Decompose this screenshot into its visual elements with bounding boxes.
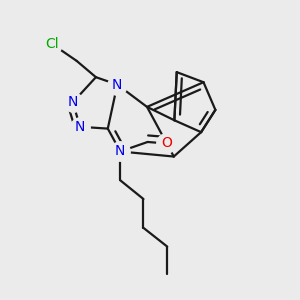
Text: O: O [161, 136, 172, 151]
Text: N: N [75, 120, 85, 134]
Text: N: N [68, 95, 78, 110]
Text: Cl: Cl [45, 37, 59, 51]
Text: N: N [115, 145, 125, 158]
Text: N: N [112, 78, 122, 92]
